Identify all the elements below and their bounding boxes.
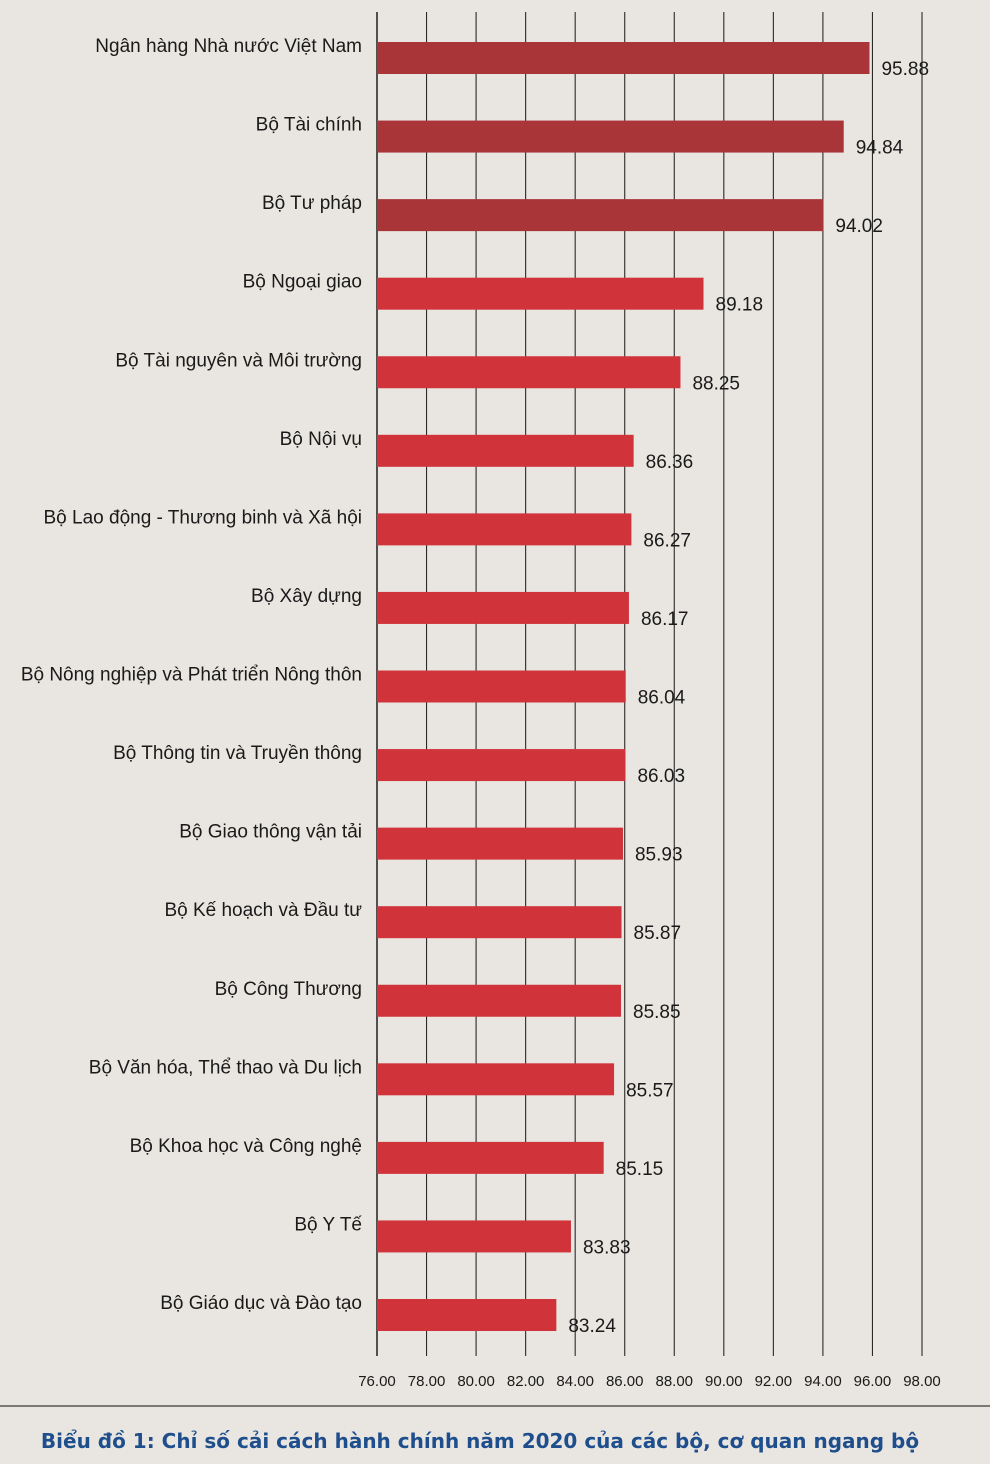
x-tick-label: 78.00 (408, 1373, 446, 1390)
bar (377, 1063, 615, 1096)
bar (377, 1220, 571, 1253)
data-label: 95.88 (881, 59, 929, 80)
data-label: 86.03 (637, 766, 685, 787)
bar (377, 434, 634, 467)
category-label: Ngân hàng Nhà nước Việt Nam (95, 36, 362, 57)
category-label: Bộ Giao thông vận tải (179, 822, 362, 843)
x-tick-label: 82.00 (507, 1373, 545, 1390)
x-tick-label: 88.00 (655, 1373, 693, 1390)
data-label: 83.83 (583, 1237, 631, 1258)
category-label: Bộ Y Tế (294, 1214, 362, 1235)
x-tick-label: 98.00 (903, 1373, 941, 1390)
data-label: 83.24 (568, 1316, 616, 1337)
bar (377, 42, 870, 74)
chart-title: Biểu đồ 1: Chỉ số cải cách hành chính nă… (41, 1429, 919, 1453)
x-tick-label: 94.00 (804, 1373, 842, 1390)
bar (377, 749, 626, 782)
category-label: Bộ Nông nghiệp và Phát triển Nông thôn (21, 665, 362, 686)
bar (377, 1141, 604, 1174)
x-tick-label: 76.00 (358, 1373, 396, 1390)
category-label: Bộ Tài nguyên và Môi trường (115, 350, 362, 371)
bar (377, 356, 681, 389)
category-label: Bộ Văn hóa, Thể thao và Du lịch (89, 1057, 362, 1078)
x-tick-label: 86.00 (606, 1373, 644, 1390)
data-label: 89.18 (716, 295, 764, 316)
category-label: Bộ Nội vụ (280, 429, 362, 450)
bar (377, 1299, 557, 1331)
category-label: Bộ Xây dựng (251, 586, 362, 607)
data-label: 85.57 (626, 1080, 674, 1101)
x-tick-label: 80.00 (457, 1373, 495, 1390)
data-label: 85.87 (634, 923, 682, 944)
category-label: Bộ Giáo dục và Đào tạo (160, 1293, 362, 1314)
data-label: 86.27 (643, 530, 691, 551)
category-label: Bộ Thông tin và Truyền thông (113, 743, 362, 764)
data-label: 86.17 (641, 609, 689, 630)
bar (377, 513, 632, 546)
category-label: Bộ Tài chính (256, 115, 362, 136)
data-label: 85.85 (633, 1002, 681, 1023)
bar (377, 591, 629, 624)
bar (377, 120, 844, 153)
x-tick-label: 96.00 (854, 1373, 892, 1390)
data-label: 94.02 (835, 216, 883, 237)
bar (377, 984, 622, 1017)
bar (377, 670, 626, 703)
data-label: 86.04 (638, 688, 686, 709)
category-label: Bộ Lao động - Thương binh và Xã hội (44, 507, 363, 528)
bar (377, 199, 824, 232)
category-label: Bộ Kế hoạch và Đầu tư (164, 900, 362, 921)
bar (377, 277, 704, 310)
data-label: 94.84 (856, 138, 904, 159)
category-label: Bộ Khoa học và Công nghệ (130, 1136, 362, 1157)
data-label: 85.93 (635, 845, 683, 866)
x-tick-label: 92.00 (755, 1373, 793, 1390)
data-label: 86.36 (646, 452, 694, 473)
x-tick-label: 84.00 (556, 1373, 594, 1390)
data-label: 85.15 (616, 1159, 664, 1180)
category-label: Bộ Tư pháp (262, 193, 362, 214)
bar (377, 827, 623, 860)
data-label: 88.25 (692, 373, 740, 394)
bar (377, 906, 622, 939)
category-label: Bộ Công Thương (215, 979, 362, 1000)
x-tick-label: 90.00 (705, 1373, 743, 1390)
category-label: Bộ Ngoại giao (243, 272, 362, 293)
